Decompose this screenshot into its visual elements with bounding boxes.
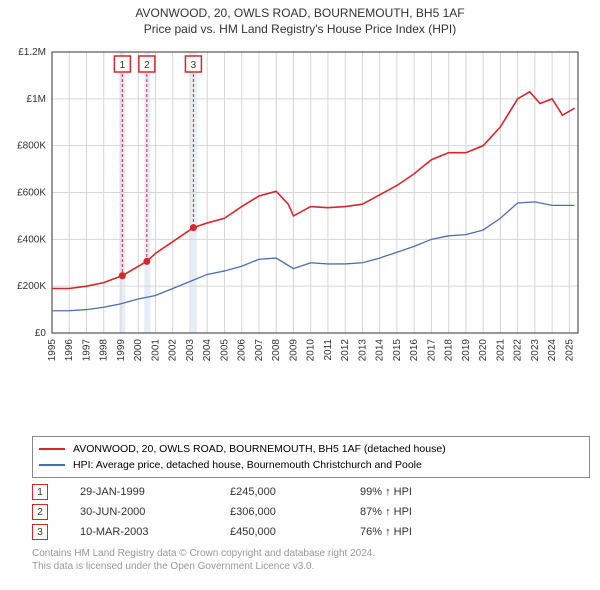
event-pct: 87% ↑ HPI bbox=[360, 506, 480, 518]
x-tick-label: 1998 bbox=[99, 339, 110, 362]
x-tick-label: 2024 bbox=[547, 339, 558, 362]
event-dot bbox=[119, 272, 126, 279]
event-price: £245,000 bbox=[230, 486, 360, 498]
event-pct: 99% ↑ HPI bbox=[360, 486, 480, 498]
event-pct: 76% ↑ HPI bbox=[360, 526, 480, 538]
footer-line2: This data is licensed under the Open Gov… bbox=[32, 561, 375, 574]
x-tick-label: 2009 bbox=[288, 339, 299, 362]
x-tick-label: 2001 bbox=[150, 339, 161, 362]
title-line2: Price paid vs. HM Land Registry's House … bbox=[0, 22, 600, 38]
x-tick-label: 2011 bbox=[323, 339, 334, 361]
title-line1: AVONWOOD, 20, OWLS ROAD, BOURNEMOUTH, BH… bbox=[0, 6, 600, 22]
legend-swatch bbox=[39, 448, 65, 450]
x-tick-label: 2010 bbox=[306, 339, 317, 362]
footer-line1: Contains HM Land Registry data © Crown c… bbox=[32, 548, 375, 561]
x-tick-label: 2002 bbox=[168, 339, 179, 362]
x-tick-label: 2019 bbox=[461, 339, 472, 362]
event-price: £450,000 bbox=[230, 526, 360, 538]
x-tick-label: 2017 bbox=[426, 339, 437, 362]
event-dot bbox=[143, 258, 150, 265]
event-num-box: 2 bbox=[32, 504, 48, 520]
y-tick-label: £0 bbox=[35, 328, 47, 339]
event-price: £306,000 bbox=[230, 506, 360, 518]
x-tick-label: 2004 bbox=[202, 339, 213, 362]
y-tick-label: £1M bbox=[27, 94, 46, 105]
x-tick-label: 2008 bbox=[271, 339, 282, 362]
legend-row: HPI: Average price, detached house, Bour… bbox=[39, 457, 583, 473]
legend-row: AVONWOOD, 20, OWLS ROAD, BOURNEMOUTH, BH… bbox=[39, 441, 583, 457]
x-tick-label: 2020 bbox=[478, 339, 489, 362]
chart-svg: £0£200K£400K£600K£800K£1M£1.2M1995199619… bbox=[52, 48, 582, 383]
event-num-box: 3 bbox=[32, 524, 48, 540]
x-tick-label: 2000 bbox=[133, 339, 144, 362]
x-tick-label: 2015 bbox=[392, 339, 403, 362]
y-tick-label: £400K bbox=[17, 234, 46, 245]
x-tick-label: 2014 bbox=[375, 339, 386, 362]
event-num-box: 1 bbox=[32, 484, 48, 500]
event-date: 30-JUN-2000 bbox=[80, 506, 230, 518]
events-table: 1 29-JAN-1999£245,00099% ↑ HPI 2 30-JUN-200… bbox=[32, 482, 576, 542]
event-marker-num: 3 bbox=[191, 60, 197, 71]
x-tick-label: 2013 bbox=[357, 339, 368, 362]
event-dot bbox=[190, 224, 197, 231]
x-tick-label: 2007 bbox=[254, 339, 265, 362]
footer: Contains HM Land Registry data © Crown c… bbox=[32, 548, 375, 573]
x-tick-label: 2005 bbox=[219, 339, 230, 362]
event-row: 2 30-JUN-2000£306,00087% ↑ HPI bbox=[32, 502, 576, 522]
legend-label: AVONWOOD, 20, OWLS ROAD, BOURNEMOUTH, BH… bbox=[73, 443, 446, 455]
event-date: 10-MAR-2003 bbox=[80, 526, 230, 538]
y-tick-label: £200K bbox=[17, 281, 46, 292]
chart-title: AVONWOOD, 20, OWLS ROAD, BOURNEMOUTH, BH… bbox=[0, 0, 600, 37]
legend-label: HPI: Average price, detached house, Bour… bbox=[73, 459, 422, 471]
event-row: 3 10-MAR-2003£450,00076% ↑ HPI bbox=[32, 522, 576, 542]
y-tick-label: £1.2M bbox=[18, 47, 46, 58]
x-tick-label: 2003 bbox=[185, 339, 196, 362]
x-tick-label: 2012 bbox=[340, 339, 351, 362]
legend: AVONWOOD, 20, OWLS ROAD, BOURNEMOUTH, BH… bbox=[32, 436, 590, 478]
y-tick-label: £800K bbox=[17, 141, 46, 152]
x-tick-label: 2022 bbox=[513, 339, 524, 362]
x-tick-label: 1995 bbox=[47, 339, 58, 362]
chart-container: AVONWOOD, 20, OWLS ROAD, BOURNEMOUTH, BH… bbox=[0, 0, 600, 590]
x-tick-label: 2006 bbox=[237, 339, 248, 362]
x-tick-label: 2016 bbox=[409, 339, 420, 362]
event-marker-num: 2 bbox=[144, 60, 150, 71]
legend-swatch bbox=[39, 464, 65, 466]
x-tick-label: 2018 bbox=[444, 339, 455, 362]
event-row: 1 29-JAN-1999£245,00099% ↑ HPI bbox=[32, 482, 576, 502]
x-tick-label: 2025 bbox=[564, 339, 575, 362]
x-tick-label: 2023 bbox=[530, 339, 541, 362]
x-tick-label: 1999 bbox=[116, 339, 127, 362]
event-date: 29-JAN-1999 bbox=[80, 486, 230, 498]
event-marker-num: 1 bbox=[120, 60, 126, 71]
y-tick-label: £600K bbox=[17, 188, 46, 199]
x-tick-label: 1997 bbox=[81, 339, 92, 362]
x-tick-label: 1996 bbox=[64, 339, 75, 362]
x-tick-label: 2021 bbox=[495, 339, 506, 362]
